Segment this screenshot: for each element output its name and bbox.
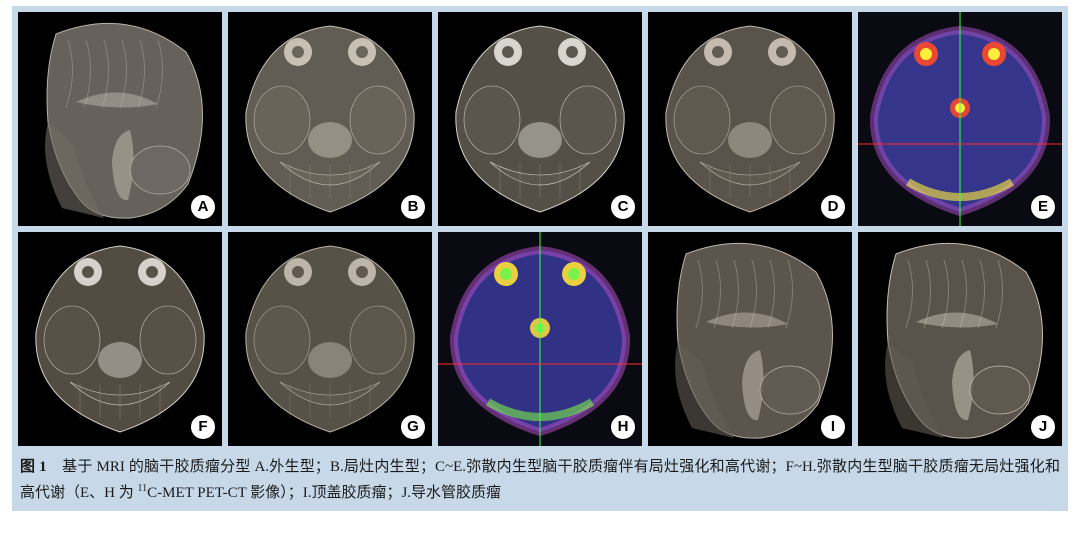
panel-label: F	[190, 414, 216, 440]
panel-A: A	[18, 12, 222, 226]
panel-C: C	[438, 12, 642, 226]
scan-image	[858, 232, 1062, 446]
scan-image	[438, 12, 642, 226]
scan-image	[228, 232, 432, 446]
figure-1: A B C D E F G H I J 图 1 基于 MRI 的脑干胶质瘤分型 …	[12, 6, 1068, 511]
scan-image	[18, 12, 222, 226]
caption-ce: C~E.弥散内生型脑干胶质瘤伴有局灶强化和高代谢；	[435, 459, 786, 475]
scan-image	[438, 232, 642, 446]
panel-label: D	[820, 194, 846, 220]
panel-label: I	[820, 414, 846, 440]
caption-main: 基于 MRI 的脑干胶质瘤分型	[62, 459, 254, 475]
panel-F: F	[18, 232, 222, 446]
scan-image	[648, 232, 852, 446]
panel-row-1: A B C D E	[18, 12, 1062, 226]
panel-G: G	[228, 232, 432, 446]
panel-label: C	[610, 194, 636, 220]
panel-B: B	[228, 12, 432, 226]
figure-number: 图 1	[20, 459, 47, 475]
panel-J: J	[858, 232, 1062, 446]
panel-H: H	[438, 232, 642, 446]
panel-D: D	[648, 12, 852, 226]
caption-a: A.外生型；	[255, 459, 330, 475]
panel-label: H	[610, 414, 636, 440]
panel-row-2: F G H I J	[18, 232, 1062, 446]
scan-image	[228, 12, 432, 226]
panel-I: I	[648, 232, 852, 446]
scan-image	[18, 232, 222, 446]
caption-b: B.局灶内生型；	[330, 459, 435, 475]
figure-caption: 图 1 基于 MRI 的脑干胶质瘤分型 A.外生型；B.局灶内生型；C~E.弥散…	[18, 452, 1062, 507]
panel-E: E	[858, 12, 1062, 226]
panel-label: E	[1030, 194, 1056, 220]
caption-i: I.顶盖胶质瘤；	[303, 485, 402, 501]
panel-label: J	[1030, 414, 1056, 440]
scan-image	[648, 12, 852, 226]
caption-fh-post: C-MET PET-CT 影像）；	[147, 485, 303, 501]
scan-image	[858, 12, 1062, 226]
panel-label: A	[190, 194, 216, 220]
caption-fh-iso: 11	[138, 483, 148, 494]
panel-label: B	[400, 194, 426, 220]
caption-j: J.导水管胶质瘤	[401, 485, 501, 501]
panel-label: G	[400, 414, 426, 440]
